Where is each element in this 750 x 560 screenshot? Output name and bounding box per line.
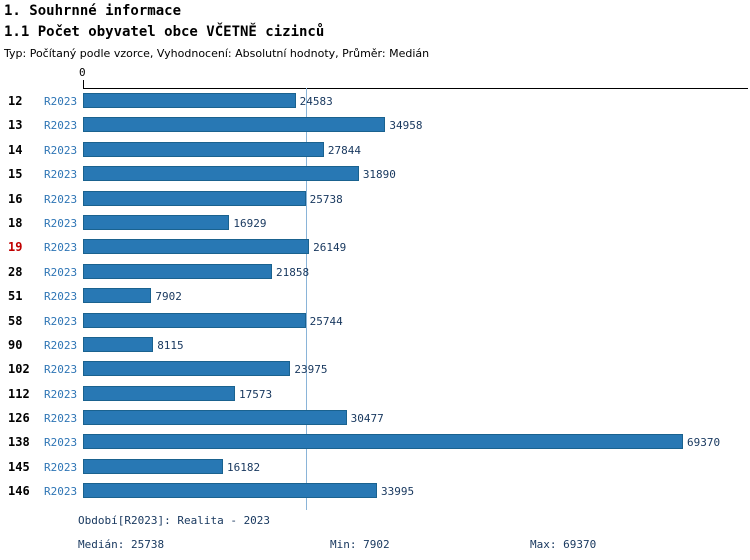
chart-row: 51 R2023 7902	[0, 284, 750, 308]
value-bar	[83, 312, 306, 328]
chart-row: 28 R2023 21858	[0, 260, 750, 284]
row-value-label: 31890	[362, 168, 396, 182]
footer-min-stat: Min: 7902	[330, 538, 390, 551]
value-bar	[83, 410, 347, 426]
row-id-label: 145	[8, 459, 30, 474]
row-period-label: R2023	[44, 192, 78, 206]
row-period-label: R2023	[44, 216, 78, 230]
chart-row: 126 R2023 30477	[0, 406, 750, 430]
chart-row: 102 R2023 23975	[0, 357, 750, 381]
row-value-label: 30477	[350, 412, 384, 426]
footer-max-stat: Max: 69370	[530, 538, 597, 551]
chart-row: 13 R2023 34958	[0, 113, 750, 137]
row-value-label: 69370	[687, 436, 721, 450]
value-bar	[83, 483, 378, 499]
row-value-label: 24583	[299, 95, 333, 108]
row-period-label: R2023	[44, 460, 78, 474]
row-id-label: 19	[8, 240, 23, 255]
value-bar	[83, 239, 310, 255]
bar-rows: 12 R2023 24583 13 R2023 34958 14 R2023 27844 15 R2…	[0, 89, 750, 504]
chart-row: 90 R2023 8115	[0, 333, 750, 357]
value-bar	[83, 288, 152, 304]
value-bar	[83, 190, 306, 206]
chart-row: 18 R2023 16929	[0, 211, 750, 235]
row-value-label: 23975	[294, 363, 328, 377]
row-period-label: R2023	[44, 485, 78, 499]
row-id-label: 126	[8, 411, 30, 426]
row-value-label: 25738	[309, 192, 343, 206]
chart-row: 14 R2023 27844	[0, 138, 750, 162]
value-bar	[83, 361, 291, 377]
chart-row: 138 R2023 69370	[0, 430, 750, 454]
median-line	[306, 88, 307, 510]
value-bar	[83, 166, 359, 182]
row-id-label: 58	[8, 313, 23, 328]
row-id-label: 146	[8, 484, 30, 499]
chart-row: 15 R2023 31890	[0, 162, 750, 186]
row-value-label: 7902	[155, 290, 182, 304]
value-bar	[83, 458, 223, 474]
value-bar	[83, 263, 273, 279]
row-id-label: 28	[8, 264, 23, 279]
value-bar	[83, 434, 683, 450]
row-period-label: R2023	[44, 363, 78, 377]
row-id-label: 15	[8, 167, 23, 182]
row-value-label: 17573	[238, 387, 273, 401]
row-value-label: 27844	[327, 143, 361, 157]
value-bar	[83, 336, 154, 352]
row-id-label: 16	[8, 191, 23, 206]
chart-row: 58 R2023 25744	[0, 309, 750, 333]
value-bar	[83, 385, 235, 401]
x-axis-zero-label: 0	[79, 66, 86, 79]
chart-row: 145 R2023 16182	[0, 455, 750, 479]
row-id-label: 102	[8, 362, 30, 377]
row-period-label: R2023	[44, 119, 78, 133]
footer-median-stat: Medián: 25738	[78, 538, 165, 551]
chart-title: 1.1 Počet obyvatel obce VČETNĚ cizinců	[4, 24, 325, 40]
row-value-label: 26149	[313, 241, 347, 255]
row-period-label: R2023	[44, 265, 78, 279]
row-value-label: 16929	[233, 216, 267, 230]
row-period-label: R2023	[44, 387, 78, 401]
row-value-label: 33995	[381, 485, 415, 499]
row-period-label: R2023	[44, 168, 78, 182]
chart-row: 16 R2023 25738	[0, 187, 750, 211]
row-id-label: 112	[8, 386, 30, 401]
row-value-label: 25744	[309, 314, 343, 328]
row-value-label: 34958	[389, 119, 423, 133]
chart-row: 112 R2023 17573	[0, 382, 750, 406]
value-bar	[83, 117, 386, 133]
bar-chart: 0 12 R2023 24583 13 R2023 34958 14 R2023 27844 15…	[0, 64, 750, 512]
row-id-label: 138	[8, 435, 30, 450]
chart-row: 19 R2023 26149	[0, 235, 750, 259]
x-axis-tick	[83, 80, 84, 88]
row-period-label: R2023	[44, 95, 78, 108]
row-id-label: 13	[8, 118, 23, 133]
chart-row: 12 R2023 24583	[0, 89, 750, 113]
row-value-label: 16182	[226, 460, 261, 474]
report-section-title: 1. Souhrnné informace	[4, 3, 182, 19]
row-period-label: R2023	[44, 338, 78, 352]
value-bar	[83, 214, 230, 230]
row-period-label: R2023	[44, 241, 78, 255]
row-period-label: R2023	[44, 143, 78, 157]
row-id-label: 51	[8, 289, 23, 304]
row-period-label: R2023	[44, 314, 78, 328]
row-value-label: 21858	[276, 265, 310, 279]
row-period-label: R2023	[44, 436, 78, 450]
value-bar	[83, 141, 324, 157]
row-period-label: R2023	[44, 290, 78, 304]
row-id-label: 12	[8, 94, 23, 108]
row-value-label: 8115	[157, 338, 184, 352]
row-id-label: 90	[8, 337, 23, 352]
value-bar	[83, 93, 296, 108]
chart-subtitle: Typ: Počítaný podle vzorce, Vyhodnocení:…	[4, 47, 430, 60]
chart-row: 146 R2023 33995	[0, 479, 750, 503]
row-id-label: 18	[8, 215, 23, 230]
row-id-label: 14	[8, 142, 23, 157]
footer-period-label: Období[R2023]: Realita - 2023	[78, 514, 271, 527]
x-axis-line	[83, 88, 748, 89]
row-period-label: R2023	[44, 412, 78, 426]
